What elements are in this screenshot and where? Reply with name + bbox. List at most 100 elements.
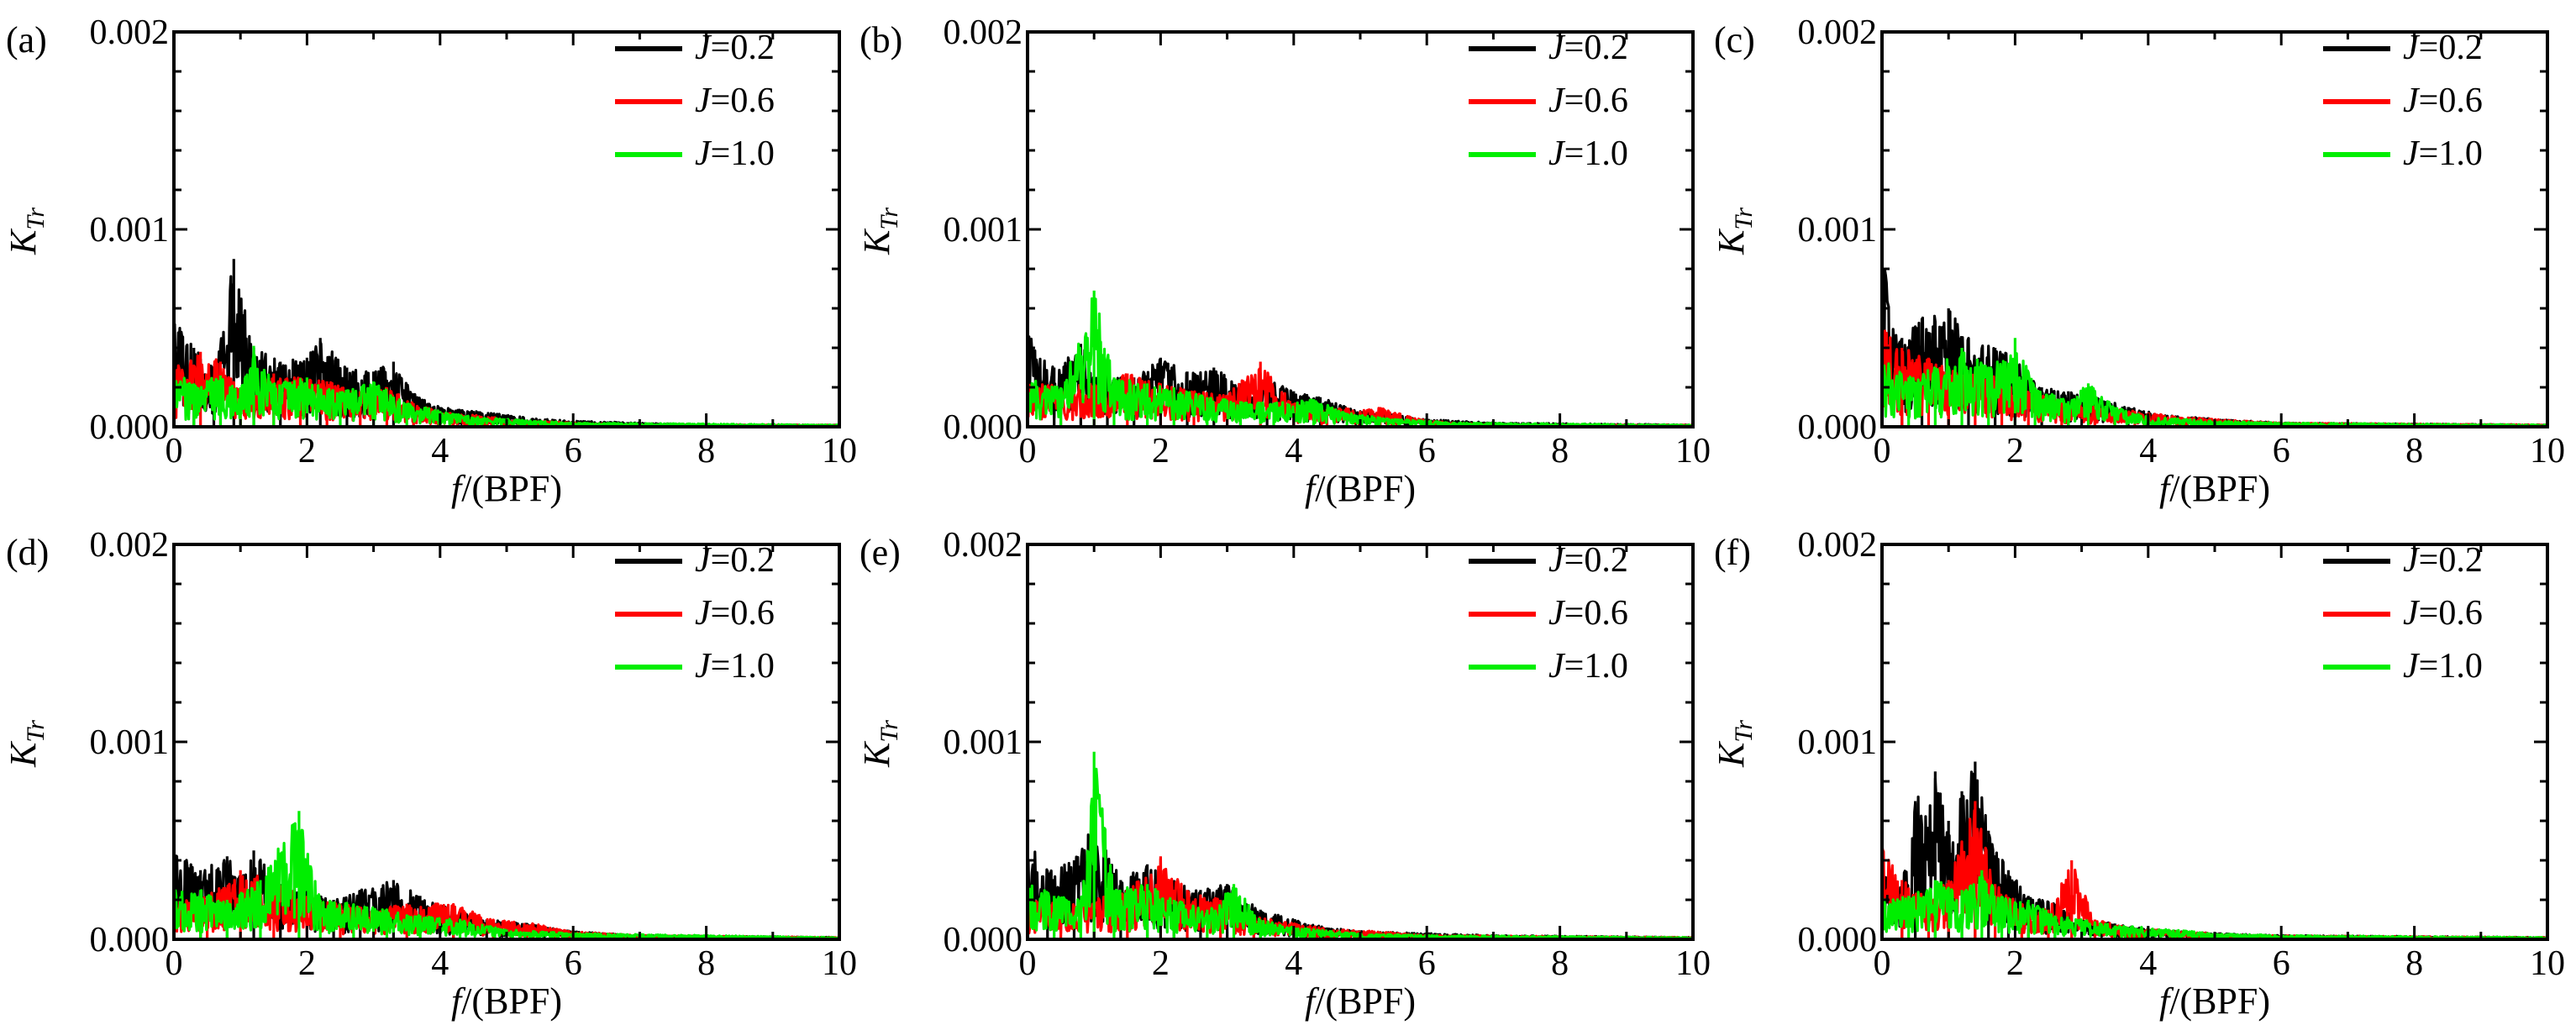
x-tick-label: 10 [1675,432,1711,470]
y-tick-label: 0.001 [1798,211,1878,250]
y-axis-title-sub: Tr [1730,208,1758,230]
x-tick-label: 8 [2405,944,2423,983]
x-tick-label: 8 [1551,944,1569,983]
legend-entry: J=1.0 [695,134,775,173]
series-line-J10 [1882,351,2547,427]
legend-entry: J=0.6 [1548,81,1628,120]
legend-entry-italic: J [2403,81,2421,120]
series-group [1028,290,1693,427]
y-tick-label: 0.000 [90,921,170,959]
legend-entry: J=0.6 [1548,594,1628,633]
x-tick-label: 6 [565,944,582,983]
x-tick-label: 2 [298,432,316,470]
legend-entry: J=1.0 [1548,647,1628,686]
x-tick-label: 10 [1675,944,1711,983]
legend-entry-italic: J [1548,647,1566,686]
panel-a: 0 2 4 6 8 100.0000.0010.002(a)KTrf/(BPF)J=0.2… [3,13,857,509]
x-axis-title: f/(BPF) [451,980,562,1022]
x-axis-title-rest: /(BPF) [2169,468,2270,509]
legend-entry: J=0.2 [1548,541,1628,580]
x-axis-title-rest: /(BPF) [2169,980,2270,1022]
y-axis-title: KTr [856,720,903,768]
x-tick-label: 10 [2530,944,2565,983]
x-tick-label: 6 [2273,432,2290,470]
legend-entry-rest: =1.0 [2419,647,2483,686]
legend-entry: J=1.0 [1548,134,1628,173]
y-axis-title: KTr [856,208,903,255]
y-axis-title-main: K [856,740,897,768]
x-tick-label: 2 [2006,944,2024,983]
legend-entry: J=0.6 [695,81,775,120]
x-axis-title: f/(BPF) [451,468,562,509]
y-axis-title-sub: Tr [875,208,903,230]
legend-entry-italic: J [695,81,712,120]
legend-entry: J=0.2 [2403,541,2483,580]
legend-entry-rest: =0.2 [711,541,775,580]
legend-entry-rest: =0.2 [2419,29,2483,67]
x-tick-label: 0 [166,432,183,470]
y-axis-title-main: K [3,740,44,768]
x-tick-label: 0 [1874,432,1891,470]
legend-entry-rest: =1.0 [2419,134,2483,173]
y-tick-label: 0.001 [1798,723,1878,762]
y-tick-label: 0.002 [944,13,1023,52]
y-tick-label: 0.000 [944,408,1023,447]
x-axis-title-rest: /(BPF) [1315,468,1416,509]
series-group [174,259,839,427]
legend-entry-rest: =0.6 [1564,594,1628,633]
x-axis-title-rest: /(BPF) [461,980,562,1022]
y-axis-title-main: K [3,228,44,255]
y-tick-label: 0.002 [944,526,1023,565]
x-tick-label: 6 [565,432,582,470]
panel-label: (c) [1714,19,1755,60]
legend-entry-italic: J [2403,594,2421,633]
y-tick-label: 0.000 [944,921,1023,959]
x-tick-label: 8 [697,944,715,983]
panel-f: 0 2 4 6 8 100.0000.0010.002(f)KTrf/(BPF)J=0.2… [1711,526,2565,1022]
legend-entry: J=0.2 [695,541,775,580]
legend-entry-italic: J [1548,594,1566,633]
panel-e: 0 2 4 6 8 100.0000.0010.002(e)KTrf/(BPF)J=0.2… [856,526,1711,1022]
legend-entry: J=1.0 [695,647,775,686]
y-axis-title: KTr [1711,720,1758,768]
x-tick-label: 4 [2139,944,2157,983]
legend-entry-rest: =1.0 [1564,647,1628,686]
series-line-J10 [1028,297,1693,427]
x-tick-label: 4 [1285,944,1302,983]
x-axis-title: f/(BPF) [2159,468,2270,509]
x-tick-label: 0 [1019,432,1037,470]
legend-entry-rest: =0.2 [2419,541,2483,580]
x-tick-label: 2 [1152,432,1170,470]
x-tick-label: 6 [1418,432,1436,470]
x-tick-label: 8 [1551,432,1569,470]
y-axis-title-sub: Tr [875,720,903,743]
y-tick-label: 0.001 [944,723,1023,762]
x-tick-label: 0 [1019,944,1037,983]
legend-entry-rest: =0.6 [2419,81,2483,120]
legend-entry: J=0.6 [695,594,775,633]
legend-entry: J=0.2 [695,29,775,67]
legend-entry-italic: J [695,134,712,173]
panel-d: 0 2 4 6 8 100.0000.0010.002(d)KTrf/(BPF)J=0.2… [3,526,857,1022]
y-tick-label: 0.001 [90,723,170,762]
legend-entry-rest: =0.2 [1564,541,1628,580]
x-axis-title: f/(BPF) [1305,468,1416,509]
y-axis-title-main: K [1711,740,1752,768]
panel-label: (d) [6,532,49,573]
legend-entry: J=0.2 [1548,29,1628,67]
series-group [1882,259,2547,427]
y-tick-label: 0.001 [90,211,170,250]
y-axis-title-sub: Tr [1730,720,1758,743]
x-tick-label: 2 [2006,432,2024,470]
legend-entry-italic: J [695,647,712,686]
legend-entry-rest: =0.6 [711,81,775,120]
x-axis-title-rest: /(BPF) [461,468,562,509]
x-tick-label: 6 [2273,944,2290,983]
legend-entry: J=1.0 [2403,134,2483,173]
y-axis-title-main: K [856,228,897,255]
y-axis-title-sub: Tr [22,208,50,230]
legend-entry-rest: =0.6 [711,594,775,633]
x-tick-label: 10 [822,432,857,470]
y-tick-label: 0.002 [90,526,170,565]
panel-c: 0 2 4 6 8 100.0000.0010.002(c)KTrf/(BPF)J=0.2… [1711,13,2565,509]
